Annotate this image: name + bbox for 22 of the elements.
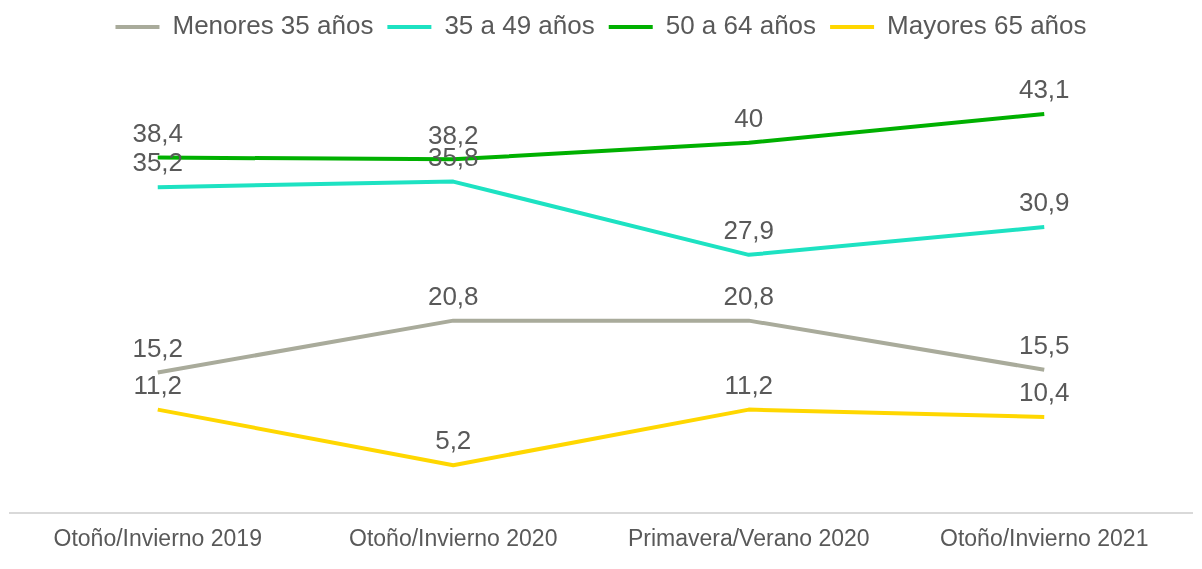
data-label: 20,8 — [427, 280, 479, 311]
data-label: 10,4 — [1018, 377, 1070, 408]
data-label: 20,8 — [723, 280, 775, 311]
legend-label: 35 a 49 años — [444, 10, 595, 41]
x-tick-label: Otoño/Invierno 2021 — [940, 524, 1149, 551]
data-label: 43,1 — [1018, 74, 1070, 105]
data-label: 11,2 — [724, 369, 774, 400]
legend-label: Mayores 65 años — [887, 10, 1087, 41]
legend-label: Menores 35 años — [172, 10, 374, 41]
data-label: 40 — [734, 102, 764, 133]
data-label: 15,2 — [132, 332, 184, 363]
legend-label: 50 a 64 años — [665, 10, 817, 41]
data-label: 5,2 — [435, 425, 472, 456]
data-label: 38,4 — [132, 117, 184, 148]
data-label: 15,5 — [1018, 329, 1070, 360]
x-tick-label: Otoño/Invierno 2019 — [53, 524, 262, 551]
data-label: 11,2 — [133, 369, 183, 400]
data-label: 30,9 — [1018, 187, 1070, 218]
data-label: 27,9 — [723, 214, 775, 245]
x-tick-label: Primavera/Verano 2020 — [627, 524, 870, 551]
data-label: 35,2 — [132, 147, 184, 178]
x-tick-label: Otoño/Invierno 2020 — [349, 524, 558, 551]
